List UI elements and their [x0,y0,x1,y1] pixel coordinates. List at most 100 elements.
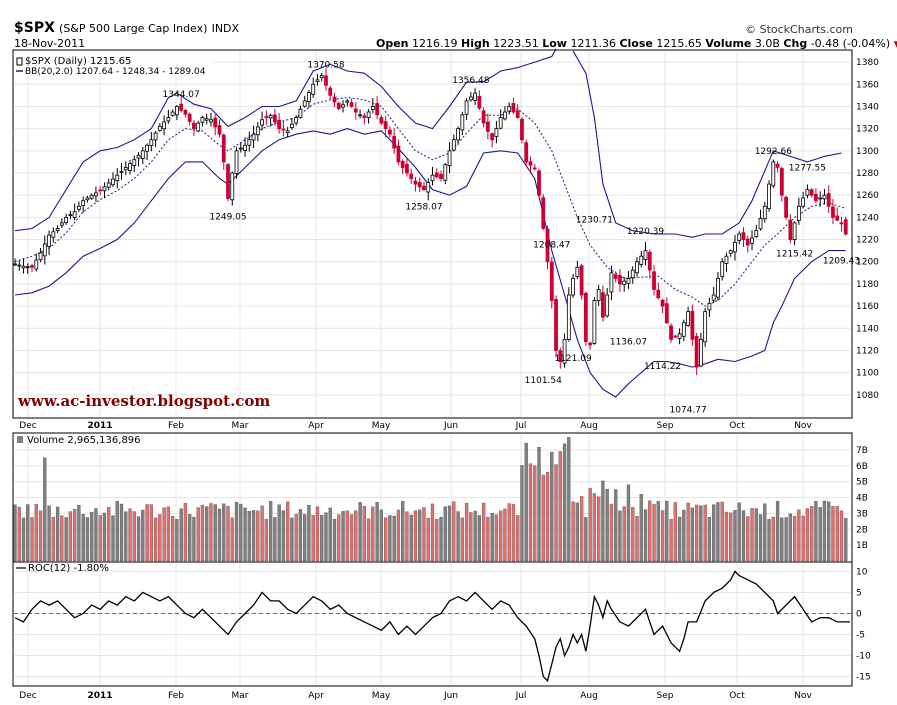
candle-body [379,117,384,124]
volume-bar [435,519,439,562]
candle-body [515,110,520,118]
candle-body [349,102,354,107]
volume-bar [733,510,737,562]
volume-bar [183,503,188,562]
volume-bar [579,496,584,562]
price-tick-label: 1280 [856,169,879,179]
candle-body [703,311,708,343]
volume-bar [694,504,699,562]
candle-body [183,109,188,115]
volume-bar [712,504,716,562]
volume-tick-label: 3B [856,509,868,519]
x-tick-label: Sep [657,421,674,431]
candle-body [128,163,132,172]
volume-bar [388,515,392,562]
candle-body [511,103,516,113]
roc-legend: ROC(12) -1.80% [16,563,109,574]
volume-bar [754,508,758,562]
candle-body [588,342,593,346]
volume-bar [541,474,545,562]
candle-body [822,194,827,200]
volume-bar [98,515,102,562]
volume-bar [835,506,839,562]
candle-body [720,261,725,277]
close-value: 1215.65 [656,37,702,50]
volume-bar [673,502,677,562]
volume-bar [324,512,328,562]
candle-body [434,172,439,178]
candle-body [272,114,277,123]
candle-body [635,261,639,274]
volume-bar [286,501,290,562]
candle-body [34,259,39,270]
candle-body [132,159,137,166]
bb-lower-band [14,128,846,398]
volume-bar [746,516,750,562]
candle-body [447,150,452,167]
volume-bar [707,516,712,562]
candle-body [298,108,303,118]
x-tick-label: Oct [729,421,745,431]
candle-body [728,250,733,254]
roc-panel-frame [12,561,853,687]
candle-body [762,205,767,220]
volume-bar [545,472,550,562]
candle-body [13,263,17,266]
volume-bar [13,504,17,562]
volume-bar [750,508,754,562]
volume-bar [665,500,669,562]
volume-bar [243,507,247,562]
stockcharts-brand[interactable]: © StockCharts.com [745,23,853,36]
candle-body [652,271,656,290]
volume-bar [699,505,703,562]
volume-bar [328,507,332,562]
candle-body [307,92,311,103]
candle-body [277,119,282,130]
volume-bar [520,465,524,562]
candle-body [17,264,22,267]
price-tick-label: 1180 [856,280,879,290]
volume-bar [720,501,724,562]
volume-bar [132,511,136,562]
volume-bar [354,510,358,562]
roc-legend-text: ROC(12) -1.80% [28,563,109,574]
price-tick-label: 1260 [856,191,879,201]
candle-body [686,311,691,326]
candle-body [260,119,264,126]
candle-body [157,126,162,131]
x-tick-label: Oct [729,691,745,701]
volume-bars [13,437,848,562]
candle-body [72,211,77,218]
price-annotation: 1277.55 [789,164,826,174]
candle-body [426,182,431,193]
volume-tick-label: 2B [856,525,868,535]
volume-bar [775,501,780,562]
volume-bar [362,506,366,562]
candle-body [677,333,682,339]
chg-label: Chg [783,37,808,50]
price-tick-label: 1200 [856,258,879,268]
low-value: 1211.36 [570,37,616,50]
candle-body [68,214,73,216]
volume-bar [639,494,643,562]
volume-bar [230,517,234,562]
price-legend-text: $SPX (Daily) 1215.65 [25,56,131,67]
x-tick-label: 2011 [87,691,112,701]
volume-bar [17,506,21,562]
volume-bar [349,514,354,562]
candle-body [136,154,141,159]
volume-bar [562,443,567,562]
volume-bar [558,451,562,562]
volume-bar [780,517,784,562]
candle-body [179,103,184,111]
volume-bar [792,516,797,562]
volume-bar [320,515,324,562]
volume-bar [626,484,631,562]
volume-bar [575,502,579,562]
candle-body [566,294,571,341]
candle-body [558,350,563,362]
volume-bar [456,511,460,562]
volume-bar [38,510,43,562]
volume-bar [405,511,409,562]
candle-body [805,189,810,196]
